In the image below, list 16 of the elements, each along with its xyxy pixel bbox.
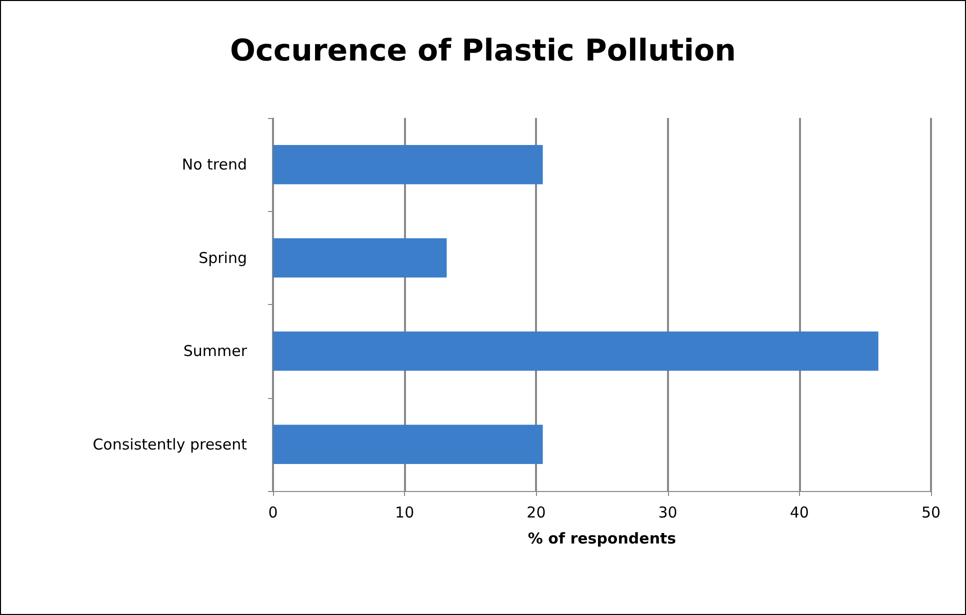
bar [273, 424, 543, 464]
bar [273, 145, 543, 184]
bar [273, 238, 447, 278]
x-axis-title: % of respondents [528, 530, 676, 548]
x-tick-label: 30 [658, 504, 678, 522]
chart-title: Occurence of Plastic Pollution [230, 34, 736, 68]
y-tick-label: Consistently present [92, 435, 248, 454]
y-tick-label: No trend [182, 156, 247, 174]
bar [273, 332, 878, 371]
y-tick-label: Summer [183, 342, 248, 360]
y-tick-label: Spring [198, 248, 247, 267]
x-tick-label: 50 [921, 504, 941, 522]
x-tick-label: 20 [526, 504, 546, 522]
x-tick-label: 10 [395, 504, 414, 522]
x-tick-label: 40 [790, 504, 809, 522]
x-tick-label: 0 [268, 504, 278, 522]
